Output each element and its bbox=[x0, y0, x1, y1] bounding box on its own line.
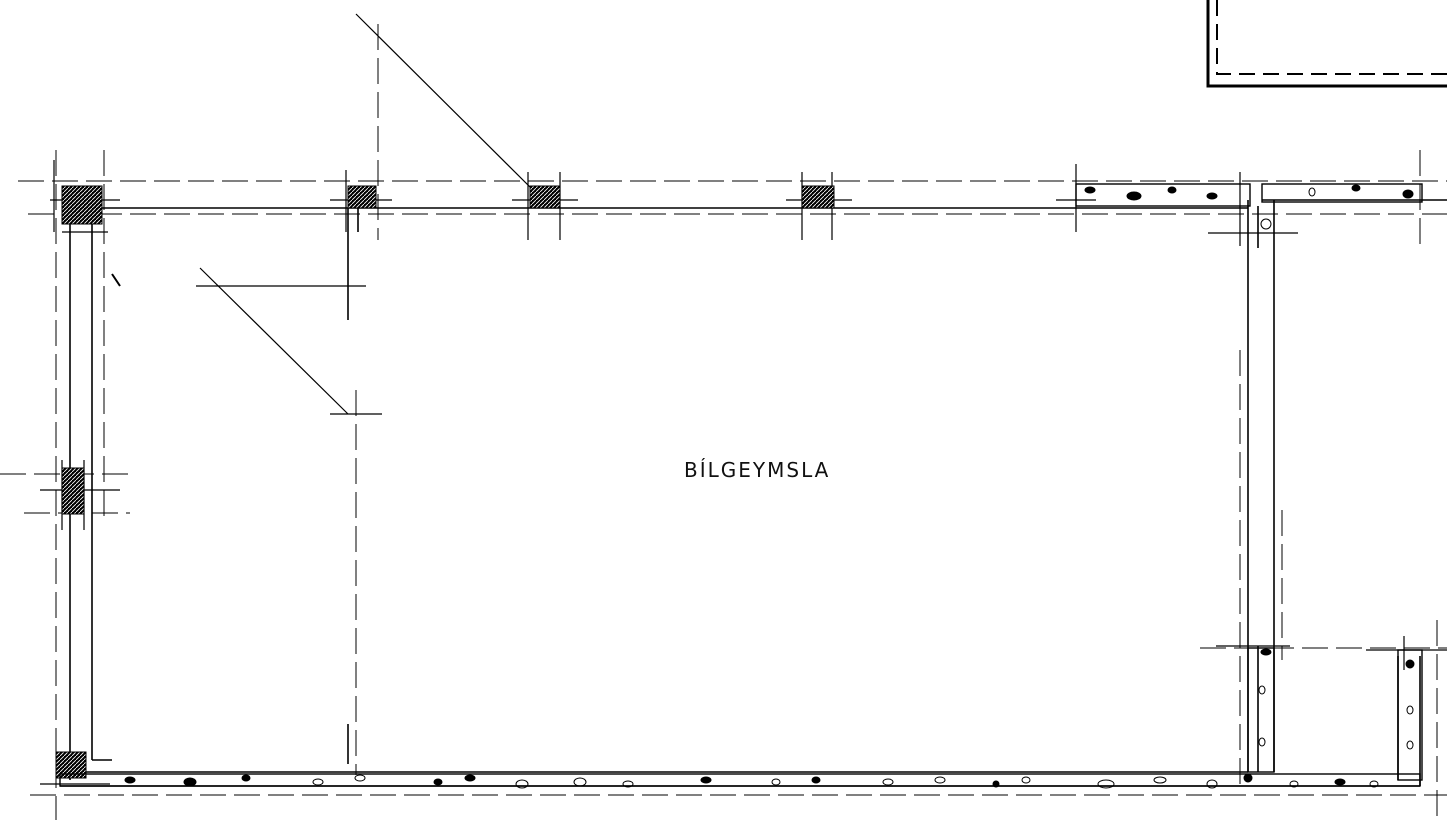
room-label: BÍLGEYMSLA bbox=[684, 458, 831, 482]
column-top-left bbox=[61, 185, 103, 225]
grid-lines bbox=[0, 24, 1447, 820]
aggregate-marks bbox=[124, 184, 1415, 789]
column-top-2 bbox=[347, 185, 377, 209]
leader-lines bbox=[111, 13, 533, 415]
wall-lines bbox=[60, 199, 1447, 787]
columns bbox=[55, 185, 835, 779]
column-top-3 bbox=[529, 185, 561, 209]
column-left-mid bbox=[61, 467, 85, 515]
column-top-4 bbox=[801, 185, 835, 209]
concrete-walls bbox=[59, 183, 1423, 787]
detail-frame bbox=[1206, 0, 1447, 88]
